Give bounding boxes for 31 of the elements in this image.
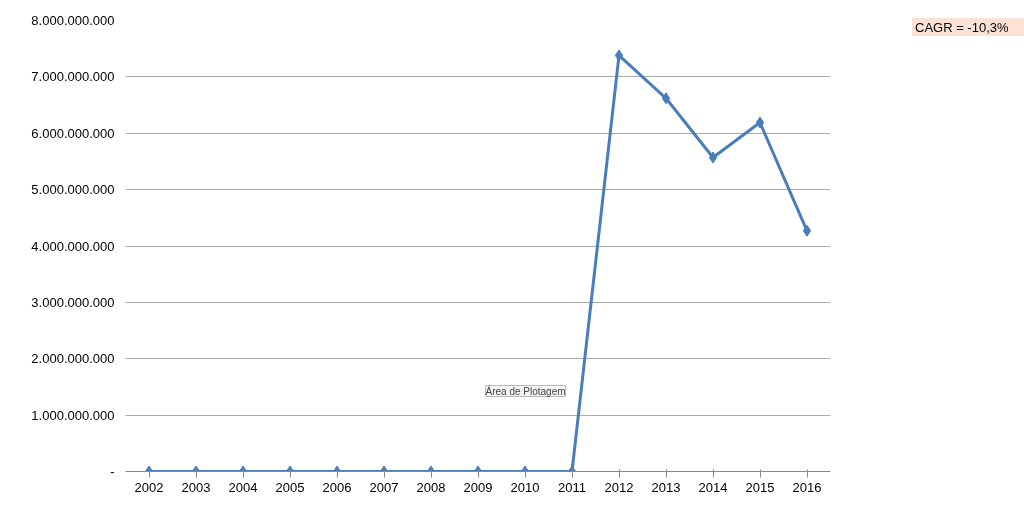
y-tick-label: 8.000.000.000	[31, 13, 115, 28]
x-tick-label: 2010	[510, 479, 540, 495]
x-tick-label: 2014	[698, 479, 728, 495]
y-tick-label: 4.000.000.000	[31, 238, 115, 254]
point	[755, 116, 765, 129]
y-tick-label: 1.000.000.000	[31, 407, 115, 423]
text: CAGR = -10,3%	[915, 19, 1009, 37]
x-tick-label: 2016	[792, 479, 822, 495]
point	[661, 92, 671, 105]
y-tick-label: 2.000.000.000	[31, 351, 115, 367]
y-tick-label: 7.000.000.000	[31, 69, 115, 85]
x-tick-label: 2005	[275, 479, 305, 495]
x-tick-label: 2004	[228, 479, 258, 495]
x-tick-label: 2011	[558, 479, 586, 495]
x-tick-label: 2006	[322, 479, 352, 495]
y-tick-label: 6.000.000.000	[31, 125, 115, 141]
annotation: Área de Plotagem	[485, 384, 566, 397]
x-tick-label: 2012	[604, 479, 634, 495]
x-tick-label: 2013	[651, 479, 681, 495]
x-tick-label: 2007	[369, 479, 399, 495]
x-tick-label: 2008	[416, 479, 446, 495]
y-tick-label: 3.000.000.000	[31, 294, 115, 310]
y-tick-label: 5.000.000.000	[31, 182, 115, 198]
point	[708, 151, 718, 164]
x-tick-label: 2002	[134, 479, 164, 495]
point	[614, 49, 624, 62]
y-tick-label: -	[110, 464, 115, 479]
x-tick-label: 2009	[463, 479, 493, 495]
x-tick-label: 2015	[745, 479, 775, 495]
x-tick-label: 2003	[181, 479, 211, 495]
point	[802, 224, 812, 237]
